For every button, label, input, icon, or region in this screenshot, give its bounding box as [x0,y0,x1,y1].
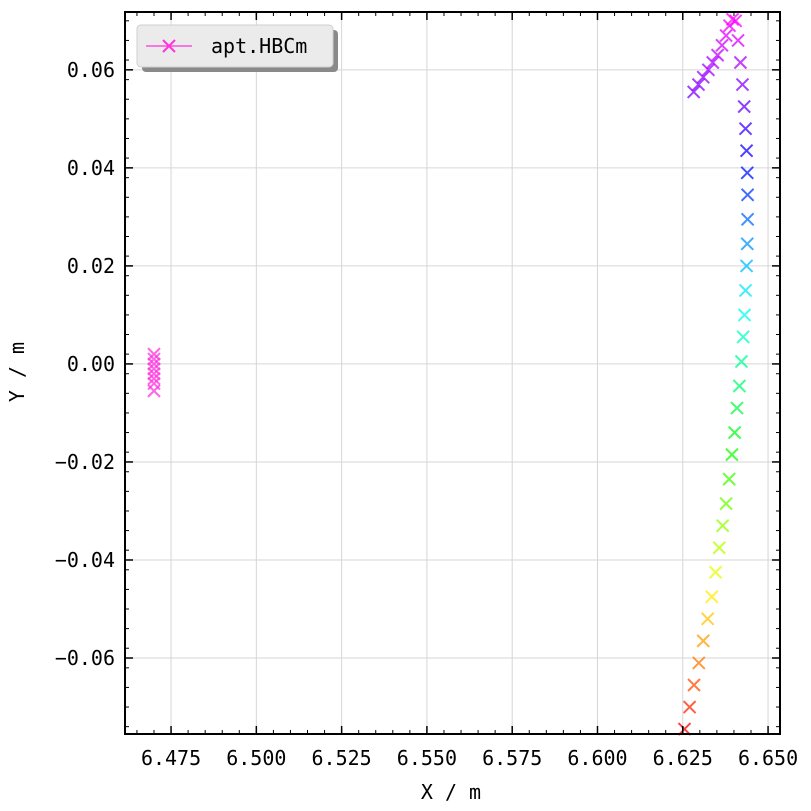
data-point-colormap [731,33,745,48]
x-tick-label: 6.475 [141,746,201,770]
data-point-colormap [691,77,706,92]
data-point-colormap [715,518,730,533]
x-tick-label: 6.575 [482,746,542,770]
x-tick-label: 6.500 [226,746,286,770]
data-point-colormap [730,401,744,415]
data-point-colormap [736,330,750,344]
legend-box [136,24,334,68]
data-point-colormap [727,425,742,440]
data-point-colormap [712,541,726,555]
data-point-colormap [732,379,747,393]
y-tick-label: −0.04 [55,548,115,572]
x-tick-label: 6.625 [653,746,713,770]
data-point-colormap [687,678,701,692]
data-point-colormap [706,55,720,70]
data-point-colormap [708,565,723,579]
legend-label: apt.HBCm [211,34,307,58]
data-layer [147,12,755,736]
axes-layer: 6.475 6.500 6.525 6.550 6.575 6.600 6.625 6.650… [55,11,798,770]
data-point-apt-hbcm [147,362,161,376]
y-tick-label: 0.06 [67,58,115,82]
data-point-colormap [719,496,733,511]
legend: apt.HBCm [136,24,338,72]
data-point-colormap [740,237,754,251]
data-point-colormap [719,28,733,43]
grid-layer [125,12,780,734]
data-point-apt-hbcm [147,352,161,366]
data-point-apt-hbcm [147,347,161,361]
y-axis-label: Y / m [5,342,29,402]
data-point-colormap [740,188,755,202]
plot-frame [124,11,781,735]
data-point-colormap [739,144,754,158]
data-point-colormap [733,55,748,70]
data-point-colormap [710,48,725,62]
data-point-colormap [739,259,754,273]
x-tick-label: 6.650 [738,746,798,770]
data-point-colormap [725,12,740,27]
y-tick-label: −0.02 [55,450,115,474]
data-point-colormap [692,656,706,670]
data-point-colormap [705,590,719,604]
data-point-colormap [696,70,710,84]
data-point-colormap [686,85,701,99]
x-axis-label: X / m [421,780,481,804]
data-point-colormap [740,166,754,180]
data-point-colormap [737,308,752,322]
data-point-colormap [725,447,739,462]
x-tick-label: 6.550 [397,746,457,770]
data-point-apt-hbcm [147,384,161,398]
data-point-colormap [734,354,749,369]
x-tick-label: 6.600 [567,746,627,770]
data-point-colormap [722,19,737,33]
data-point-apt-hbcm [147,371,161,386]
data-point-colormap [722,472,736,486]
data-point-colormap [738,283,753,298]
data-point-colormap [696,634,710,648]
y-tick-label: 0.00 [67,352,115,376]
data-point-apt-hbcm [147,357,161,371]
data-point-colormap [701,63,716,77]
y-tick-label: 0.02 [67,254,115,278]
data-point-colormap [735,77,750,92]
data-point-colormap [738,121,753,136]
y-tick-label: 0.04 [67,156,115,180]
data-point-colormap [737,99,751,114]
data-point-colormap [682,700,697,714]
data-point-apt-hbcm [147,367,161,381]
data-point-colormap [740,212,755,227]
data-point-colormap [715,38,729,53]
legend-marker-icon [162,39,176,53]
data-point-colormap [700,612,715,626]
y-tick-label: −0.06 [55,646,115,670]
x-tick-label: 6.525 [312,746,372,770]
